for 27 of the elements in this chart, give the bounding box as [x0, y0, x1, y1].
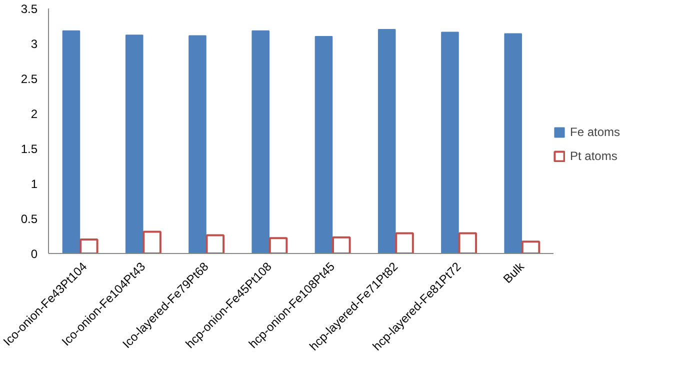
- bar: [188, 35, 206, 254]
- legend-label: Fe atoms: [570, 125, 620, 139]
- bar: [80, 238, 98, 254]
- bar: [125, 34, 144, 254]
- y-tick-label: 3: [30, 37, 38, 51]
- x-tick-label: Bulk: [500, 258, 528, 286]
- bar: [142, 230, 162, 254]
- bar: [206, 234, 225, 254]
- y-tick-label: 1: [30, 177, 38, 191]
- bar: [395, 232, 414, 254]
- bar: [314, 36, 333, 254]
- bar: [504, 33, 522, 254]
- bar: [268, 237, 288, 254]
- y-tick-label: 2: [30, 107, 38, 121]
- bar: [62, 30, 80, 254]
- y-tick-label: 0.5: [20, 212, 38, 226]
- y-tick-label: 3.5: [20, 2, 38, 16]
- legend-label: Pt atoms: [570, 149, 618, 163]
- bar: [521, 240, 540, 254]
- bar: [378, 29, 396, 254]
- y-tick-label: 0: [30, 247, 38, 261]
- y-tick-label: 2.5: [20, 72, 38, 86]
- bar: [332, 236, 351, 254]
- bar: [458, 232, 478, 254]
- y-tick-label: 1.5: [20, 142, 38, 156]
- bar: [441, 32, 459, 254]
- bar: [252, 30, 270, 254]
